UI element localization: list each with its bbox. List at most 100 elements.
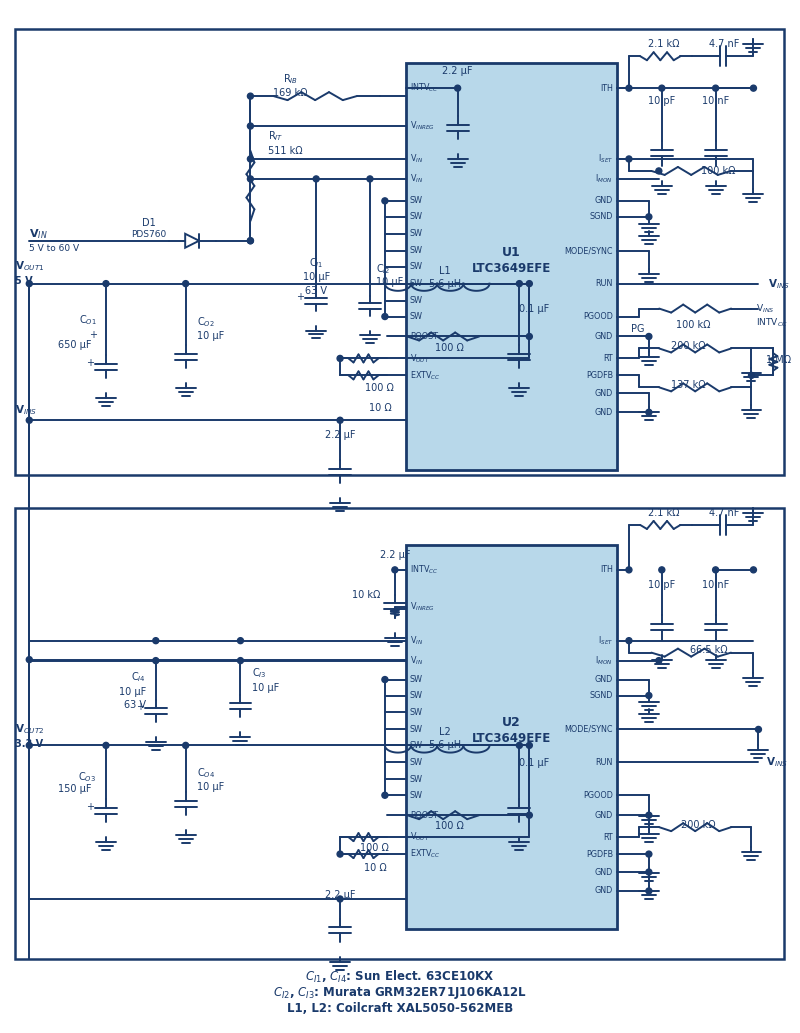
Text: GND: GND — [594, 675, 613, 684]
Text: SW: SW — [410, 741, 422, 750]
Circle shape — [382, 198, 388, 204]
Circle shape — [626, 567, 632, 573]
Text: 10 Ω: 10 Ω — [369, 403, 391, 413]
Text: 10 μF: 10 μF — [376, 277, 403, 286]
Text: V$_{OUT}$: V$_{OUT}$ — [410, 352, 430, 365]
Text: MODE/SYNC: MODE/SYNC — [565, 725, 613, 733]
Text: 0.1 μF: 0.1 μF — [519, 758, 550, 769]
Circle shape — [103, 743, 109, 748]
Text: 3.3 V: 3.3 V — [15, 740, 43, 749]
Circle shape — [337, 851, 343, 857]
Text: 200 kΩ: 200 kΩ — [682, 820, 716, 831]
Text: I$_{SET}$: I$_{SET}$ — [598, 153, 613, 165]
Text: SW: SW — [410, 312, 422, 321]
Text: INTV$_{CC}$: INTV$_{CC}$ — [757, 316, 789, 328]
Text: C$_{O4}$: C$_{O4}$ — [197, 766, 215, 780]
Text: L2: L2 — [438, 727, 450, 738]
Text: LTC3649EFE: LTC3649EFE — [472, 732, 551, 746]
Text: D1: D1 — [142, 218, 156, 228]
Circle shape — [656, 658, 662, 663]
Text: $C_{I1}$, $C_{I4}$: Sun Elect. 63CE10KX: $C_{I1}$, $C_{I4}$: Sun Elect. 63CE10KX — [305, 969, 494, 984]
Circle shape — [713, 85, 718, 91]
Text: 10 μF: 10 μF — [118, 687, 146, 696]
Text: GND: GND — [594, 388, 613, 398]
Text: 137 kΩ: 137 kΩ — [671, 380, 706, 390]
Text: PGOOD: PGOOD — [583, 790, 613, 800]
Circle shape — [26, 281, 32, 286]
Circle shape — [238, 658, 243, 663]
Circle shape — [516, 743, 522, 748]
Text: 5 V: 5 V — [15, 276, 33, 286]
Circle shape — [382, 314, 388, 319]
Text: L1, L2: Coilcraft XAL5050-562MEB: L1, L2: Coilcraft XAL5050-562MEB — [286, 1002, 513, 1015]
Text: C$_{I2}$: C$_{I2}$ — [376, 261, 390, 276]
Circle shape — [646, 409, 652, 415]
Text: 2.1 kΩ: 2.1 kΩ — [648, 39, 679, 50]
Text: 4.7 nF: 4.7 nF — [710, 508, 740, 518]
Text: V$_{IN}$: V$_{IN}$ — [30, 227, 48, 241]
Circle shape — [626, 637, 632, 644]
Text: V$_{IN}$: V$_{IN}$ — [410, 153, 423, 165]
Text: V$_{INREG}$: V$_{INREG}$ — [410, 120, 434, 132]
Text: 0.1 μF: 0.1 μF — [519, 304, 550, 314]
Text: ITH: ITH — [600, 565, 613, 574]
Text: V$_{OUT2}$: V$_{OUT2}$ — [15, 722, 45, 737]
Text: INTV$_{CC}$: INTV$_{CC}$ — [410, 564, 438, 576]
Circle shape — [749, 372, 754, 378]
Circle shape — [646, 214, 652, 220]
Circle shape — [367, 176, 373, 182]
Text: RT: RT — [603, 833, 613, 842]
Circle shape — [153, 637, 158, 644]
Text: 4.7 nF: 4.7 nF — [710, 39, 740, 50]
Text: PG: PG — [631, 323, 645, 334]
Text: 10 kΩ: 10 kΩ — [351, 590, 380, 600]
Text: 100 Ω: 100 Ω — [366, 383, 394, 394]
Text: I$_{SET}$: I$_{SET}$ — [598, 634, 613, 647]
Text: +: + — [86, 802, 94, 812]
Circle shape — [182, 281, 189, 286]
Circle shape — [182, 743, 189, 748]
Circle shape — [526, 334, 532, 340]
Circle shape — [238, 637, 243, 644]
Text: 511 kΩ: 511 kΩ — [268, 146, 303, 156]
Text: RUN: RUN — [596, 279, 613, 288]
Bar — [406, 63, 617, 470]
Text: C$_{I3}$: C$_{I3}$ — [253, 666, 267, 681]
Text: 100 Ω: 100 Ω — [361, 843, 390, 853]
Text: SW: SW — [410, 246, 422, 255]
Text: 2.2 μF: 2.2 μF — [325, 430, 355, 440]
Circle shape — [526, 743, 532, 748]
Bar — [15, 29, 784, 475]
Text: SW: SW — [410, 775, 422, 784]
Circle shape — [26, 417, 32, 424]
Text: BOOST: BOOST — [410, 332, 438, 341]
Text: PGDFB: PGDFB — [586, 371, 613, 380]
Circle shape — [247, 176, 254, 182]
Text: V$_{OUT}$: V$_{OUT}$ — [410, 831, 430, 843]
Text: LTC3649EFE: LTC3649EFE — [472, 262, 551, 275]
Text: 100 kΩ: 100 kΩ — [702, 166, 736, 176]
Circle shape — [646, 888, 652, 894]
Text: GND: GND — [594, 886, 613, 896]
Circle shape — [659, 85, 665, 91]
Text: SW: SW — [410, 758, 422, 766]
Circle shape — [247, 238, 254, 244]
Text: EXTV$_{CC}$: EXTV$_{CC}$ — [410, 848, 441, 860]
Circle shape — [454, 85, 461, 91]
Circle shape — [26, 743, 32, 748]
Text: 100 Ω: 100 Ω — [435, 821, 464, 832]
Text: +: + — [136, 702, 144, 712]
Text: 169 kΩ: 169 kΩ — [273, 88, 307, 98]
Circle shape — [526, 281, 532, 286]
Text: SW: SW — [410, 691, 422, 700]
Text: 2.2 μF: 2.2 μF — [442, 66, 473, 76]
Text: C$_{I4}$: C$_{I4}$ — [131, 670, 146, 685]
Circle shape — [382, 677, 388, 683]
Text: 10 Ω: 10 Ω — [363, 863, 386, 873]
Text: 10 pF: 10 pF — [648, 580, 675, 590]
Circle shape — [750, 567, 757, 573]
Text: PDS760: PDS760 — [131, 230, 166, 240]
Circle shape — [382, 792, 388, 799]
Text: 10 μF: 10 μF — [302, 272, 330, 282]
Text: 100 kΩ: 100 kΩ — [677, 319, 711, 330]
